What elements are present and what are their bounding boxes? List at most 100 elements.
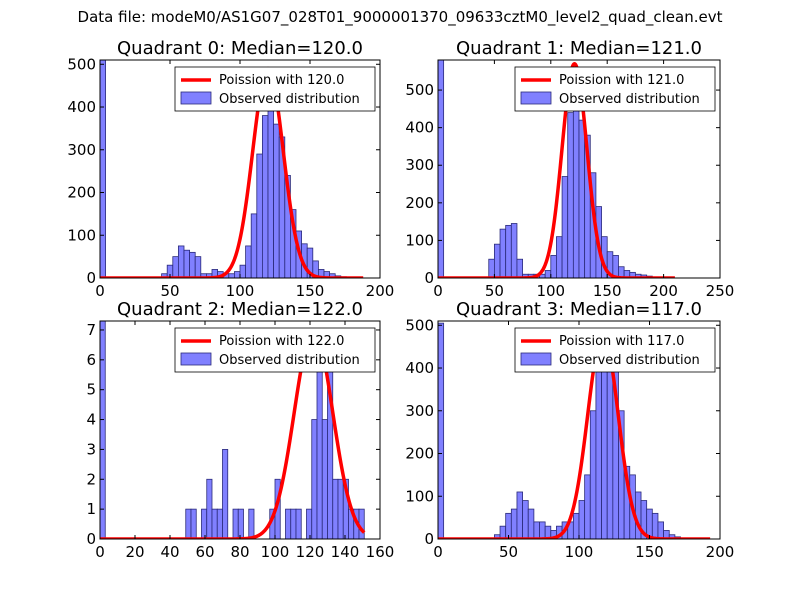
histogram-bar (239, 264, 246, 278)
x-tick-label: 80 (230, 543, 249, 561)
histogram-bar (505, 224, 512, 278)
histogram-bar (493, 243, 501, 278)
histogram-bar (337, 478, 344, 539)
histogram-bar (233, 271, 241, 278)
histogram-bar (183, 249, 190, 278)
x-tick-label: 0 (433, 543, 443, 561)
legend-bar-swatch (520, 352, 552, 366)
histogram-bar (256, 153, 263, 278)
histogram-bar (311, 419, 318, 539)
quadrant-1-title: Quadrant 1: Median=121.0 (456, 38, 702, 59)
histogram-bar (522, 500, 529, 539)
x-tick-label: 100 (261, 543, 290, 561)
histogram-bar (100, 321, 106, 539)
histogram-bar (321, 419, 328, 539)
histogram-bar (248, 508, 255, 539)
legend-curve-label: Poission with 122.0 (219, 334, 344, 349)
histogram-bar (332, 478, 339, 539)
histogram-bar (601, 354, 608, 539)
histogram-bar (358, 508, 365, 539)
x-tick-label: 20 (125, 543, 144, 561)
legend: Poission with 121.0 Observed distribution (514, 66, 716, 112)
y-tick-label: 500 (405, 81, 434, 99)
histogram-bar (589, 410, 597, 539)
legend: Poission with 117.0 Observed distribution (514, 327, 716, 373)
poisson-curve (438, 62, 677, 278)
histogram-bar (561, 176, 569, 278)
histogram-bar (237, 508, 244, 539)
quadrant-0-panel: 0 50 100 150 200 0 100 200 300 400 500 Quadrant 0: … (67, 38, 394, 300)
histogram-bar (595, 354, 602, 539)
histogram-bar (216, 508, 223, 539)
histogram-bar (527, 508, 535, 539)
y-tick-label: 500 (405, 316, 434, 334)
histogram-bar (194, 256, 202, 278)
legend-curve-label: Poission with 117.0 (559, 334, 684, 349)
poisson-curve (100, 66, 365, 278)
y-tick-label: 300 (67, 141, 96, 159)
y-tick-label: 0 (424, 530, 434, 548)
y-tick-label: 100 (405, 487, 434, 505)
x-tick-label: 150 (296, 282, 325, 300)
histogram-bar (572, 100, 580, 278)
histogram-bar (438, 60, 445, 278)
y-tick-label: 6 (86, 351, 96, 369)
histogram-bar (584, 474, 591, 539)
y-tick-label: 2 (86, 470, 96, 488)
legend-bar-label: Observed distribution (219, 353, 360, 368)
histogram-bar (556, 236, 563, 278)
histogram-bar (578, 119, 586, 278)
quadrant-3-title: Quadrant 3: Median=117.0 (456, 299, 702, 320)
x-tick-label: 100 (565, 543, 594, 561)
x-tick-label: 250 (706, 282, 735, 300)
legend-bar-label: Observed distribution (219, 92, 360, 107)
x-tick-label: 120 (296, 543, 325, 561)
x-tick-label: 60 (195, 543, 214, 561)
x-tick-label: 50 (160, 282, 179, 300)
histogram-bar (438, 322, 445, 539)
histogram-bar (245, 245, 252, 278)
axes-frame (437, 59, 721, 279)
quadrant-1-plot-area (438, 60, 677, 278)
y-tick-label: 7 (86, 321, 96, 339)
legend-curve-label: Poission with 121.0 (559, 73, 684, 88)
y-tick-label: 5 (86, 381, 96, 399)
histogram-bar (499, 228, 507, 278)
histogram-bar (316, 359, 323, 539)
y-tick-label: 400 (405, 119, 434, 137)
quadrant-2-panel: 0 20 40 60 80 100 120 140 160 0 1 2 3 4 5 6 7 Quadrant 2:… (86, 299, 394, 561)
histogram-bar (567, 112, 574, 278)
y-tick-label: 500 (67, 55, 96, 73)
histogram-bar (516, 258, 524, 278)
histogram-bar (285, 508, 292, 539)
y-tick-label: 4 (86, 411, 96, 429)
x-tick-label: 100 (226, 282, 255, 300)
histogram-bar (544, 270, 552, 278)
legend-bar-label: Observed distribution (559, 92, 700, 107)
legend-bar-swatch (180, 352, 212, 366)
histogram-bar (222, 449, 229, 539)
quadrant-3-panel: 0 50 100 150 200 0 100 200 300 400 500 Quadrant 3: … (405, 299, 734, 561)
y-tick-label: 200 (405, 445, 434, 463)
histogram-bar (201, 508, 208, 539)
x-tick-label: 50 (485, 282, 504, 300)
histogram-bar (488, 258, 495, 278)
y-tick-label: 400 (67, 98, 96, 116)
y-tick-label: 400 (405, 359, 434, 377)
histogram-bar (211, 508, 218, 539)
histogram-bar (578, 500, 586, 539)
quadrant-1-panel: 0 50 100 150 200 250 0 100 200 300 400 500 Quadrant … (405, 38, 734, 300)
histogram-bar (290, 508, 297, 539)
x-tick-label: 140 (331, 543, 360, 561)
histogram-bar (232, 508, 239, 539)
x-tick-label: 40 (160, 543, 179, 561)
histogram-bar (261, 115, 269, 278)
histogram-bar (267, 106, 274, 278)
x-tick-label: 200 (366, 282, 395, 300)
histogram-bar (516, 491, 524, 539)
y-tick-label: 0 (86, 269, 96, 287)
legend-curve-label: Poission with 120.0 (219, 73, 344, 88)
x-tick-label: 50 (499, 543, 518, 561)
histogram-bar (550, 255, 557, 278)
